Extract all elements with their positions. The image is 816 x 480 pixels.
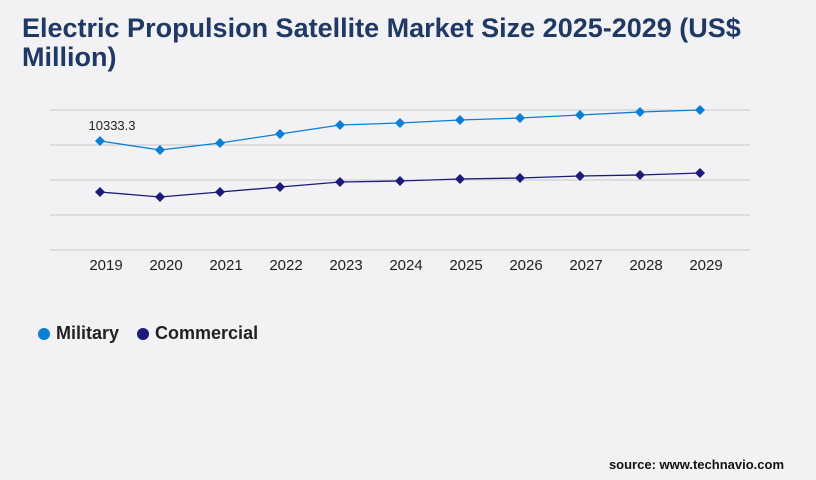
x-tick-label: 2026 xyxy=(509,257,542,274)
x-tick-label: 2020 xyxy=(149,257,182,274)
data-point-commercial xyxy=(155,192,165,203)
data-point-military xyxy=(455,115,465,125)
legend-label-military: Military xyxy=(56,323,120,343)
x-tick-label: 2021 xyxy=(209,257,242,274)
data-point-military xyxy=(395,117,405,128)
data-point-military xyxy=(515,112,525,123)
x-tick-label: 2025 xyxy=(449,257,482,274)
source-note: source: www.technavio.com xyxy=(608,457,784,472)
x-tick-label: 2027 xyxy=(569,257,602,274)
data-point-military xyxy=(155,145,165,155)
x-tick-label: 2023 xyxy=(329,257,362,274)
data-point-commercial xyxy=(395,176,405,187)
x-tick-label: 2022 xyxy=(269,257,302,274)
data-point-commercial xyxy=(335,177,345,188)
chart-title: Electric Propulsion Satellite Market Siz… xyxy=(22,13,741,72)
data-point-military xyxy=(95,135,105,146)
x-tick-label: 2029 xyxy=(689,257,722,274)
data-point-commercial xyxy=(95,187,105,198)
x-tick-label: 2019 xyxy=(89,257,122,274)
data-point-commercial xyxy=(215,187,225,198)
series-line-military xyxy=(99,109,701,151)
legend-item-commercial[interactable]: Commercial xyxy=(137,323,258,344)
data-point-commercial xyxy=(275,182,285,193)
data-point-commercial xyxy=(635,170,645,180)
legend-marker-military xyxy=(38,327,50,340)
data-point-commercial xyxy=(515,172,525,183)
x-tick-label: 2024 xyxy=(389,257,422,274)
x-tick-label: 2028 xyxy=(629,257,662,274)
data-point-military xyxy=(335,120,345,130)
data-point-military xyxy=(215,137,225,148)
data-point-commercial xyxy=(695,167,705,178)
legend-marker-commercial xyxy=(137,327,150,340)
legend-item-military[interactable]: Military xyxy=(38,323,119,344)
data-label: 10333.3 xyxy=(89,118,136,133)
data-point-military xyxy=(275,128,285,139)
data-point-commercial xyxy=(455,173,465,184)
data-point-military xyxy=(575,110,585,120)
legend-label-commercial: Commercial xyxy=(155,323,259,343)
data-point-military xyxy=(635,107,645,118)
data-point-commercial xyxy=(575,171,585,182)
data-point-military xyxy=(695,105,705,115)
legend: Military Commercial xyxy=(38,323,258,344)
